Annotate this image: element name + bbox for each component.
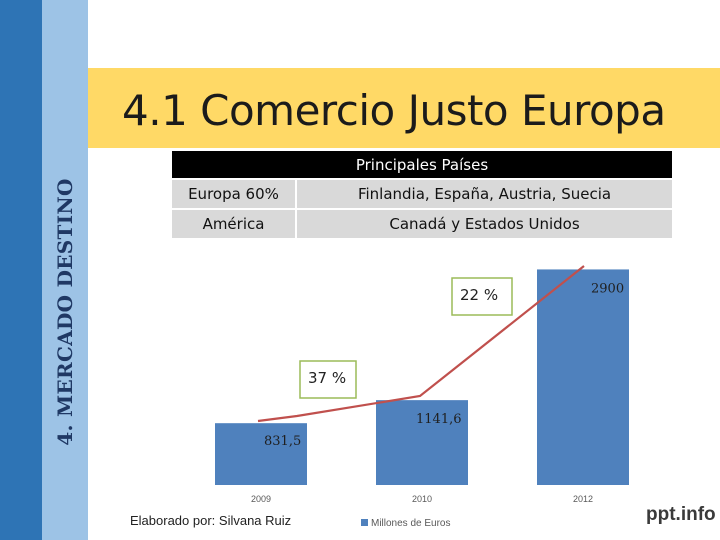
trend-line xyxy=(257,265,585,423)
legend-label: Millones de Euros xyxy=(371,518,451,529)
countries-table: Principales Países Europa 60% Finlandia,… xyxy=(172,151,672,238)
countries-cell: Canadá y Estados Unidos xyxy=(296,208,672,238)
chart-legend: Millones de Euros xyxy=(361,518,450,529)
growth-annotation-box xyxy=(451,277,513,316)
legend-swatch xyxy=(361,519,368,526)
growth-annotation: 22 % xyxy=(460,286,498,304)
page-title: 4.1 Comercio Justo Europa xyxy=(122,86,666,135)
footer-credit: Elaborado por: Silvana Ruiz xyxy=(130,513,292,528)
title-band xyxy=(88,68,720,148)
table-row: América Canadá y Estados Unidos xyxy=(172,208,672,238)
sidebar-dark-band xyxy=(0,0,42,540)
region-cell: América xyxy=(172,208,297,238)
countries-cell: Finlandia, España, Austria, Suecia xyxy=(296,178,672,209)
table-header: Principales Países xyxy=(172,151,672,179)
region-cell: Europa 60% xyxy=(172,178,297,209)
watermark-logo: ppt.info xyxy=(646,504,716,525)
data-label: 1141,6 xyxy=(416,412,462,427)
growth-annotation-box xyxy=(299,360,357,399)
x-tick-label: 2012 xyxy=(573,494,593,504)
x-tick-label: 2009 xyxy=(251,494,271,504)
growth-annotation: 37 % xyxy=(308,369,346,387)
bar-2010 xyxy=(376,400,468,485)
bar-2012 xyxy=(537,269,629,485)
table-row: Europa 60% Finlandia, España, Austria, S… xyxy=(172,178,672,209)
bar-2009 xyxy=(215,423,307,485)
sidebar-light-band xyxy=(42,0,88,540)
x-tick-label: 2010 xyxy=(412,494,432,504)
data-label: 2900 xyxy=(591,281,624,296)
data-label: 831,5 xyxy=(264,434,301,449)
